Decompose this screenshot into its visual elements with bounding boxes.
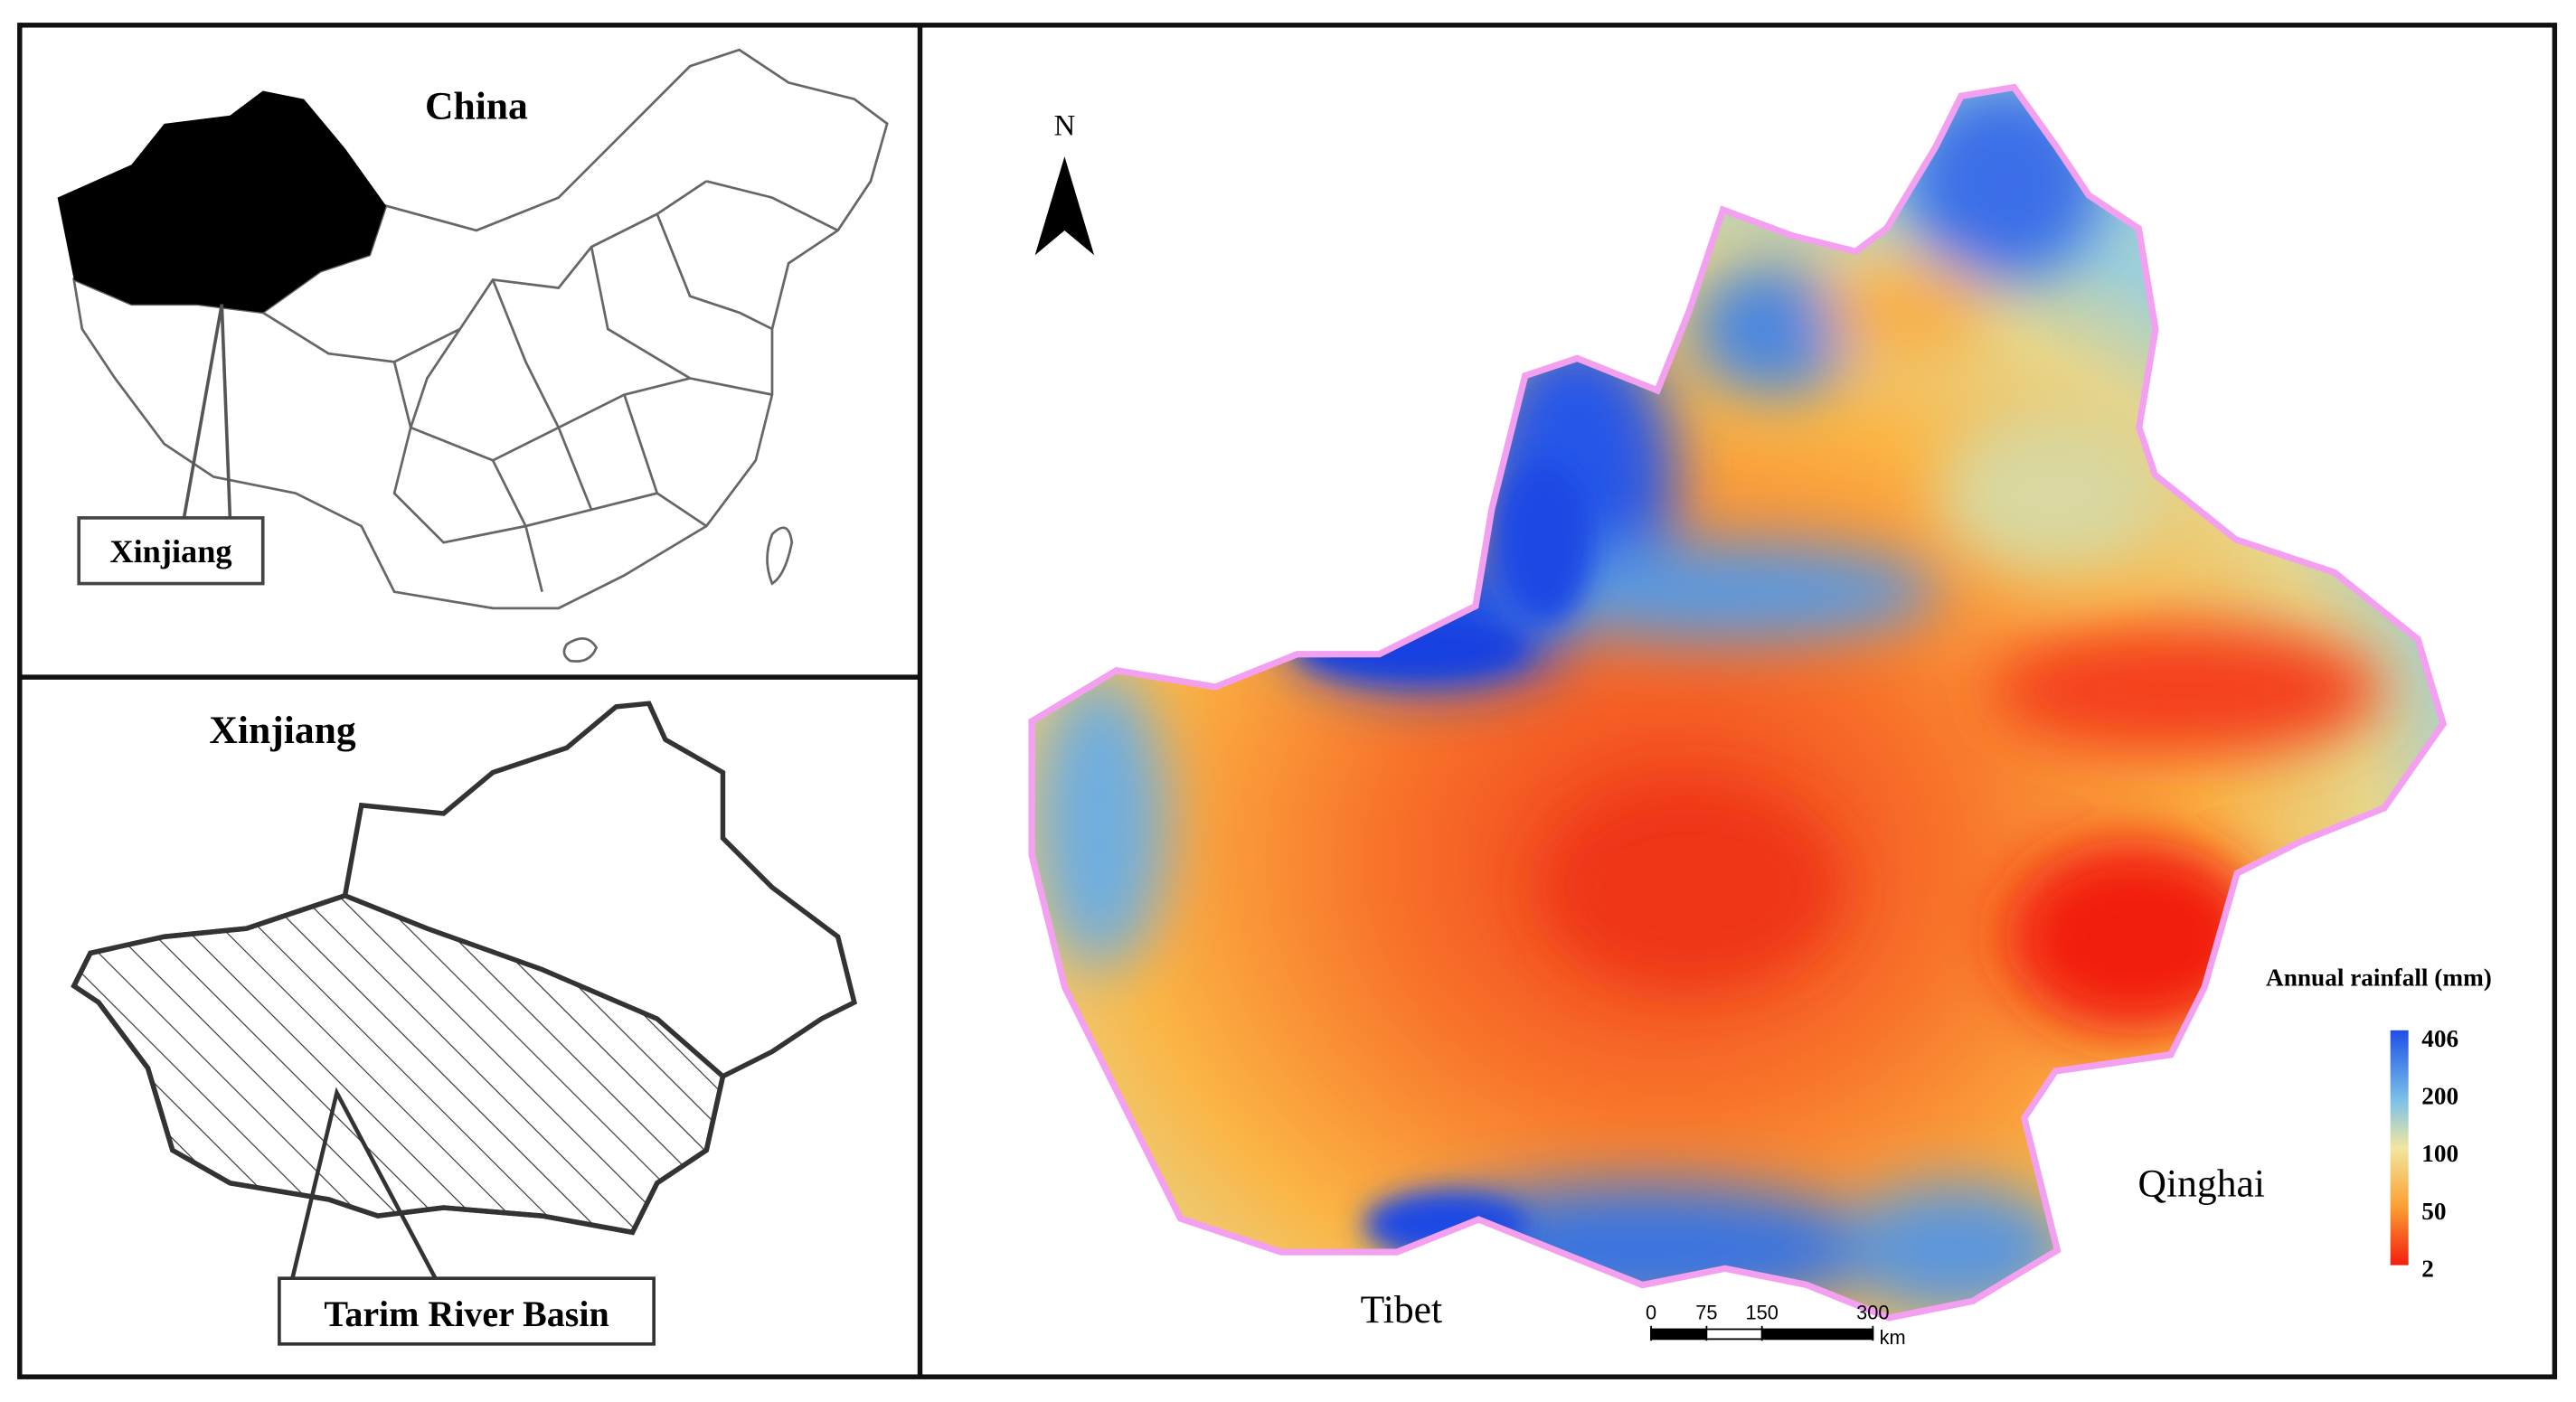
label-box [278,1276,656,1346]
callout [182,304,232,519]
label-box [77,516,265,586]
colorbar-tick-label: 200 [2421,1083,2458,1110]
tarim-basin [71,892,726,1236]
scale-tick-label: 75 [1695,1302,1717,1324]
scale-segment [1760,1328,1874,1341]
legend-title: Annual rainfall (mm) [2266,964,2492,992]
scale-segment [1705,1328,1763,1341]
colorbar-tick-label: 406 [2421,1025,2458,1052]
colorbar-tick-label: 50 [2421,1198,2446,1225]
callout [290,1087,438,1280]
label: Xinjiang [109,533,231,569]
colorbar-tick-label: 100 [2421,1140,2458,1167]
place-label: Tibet [1361,1288,1442,1331]
china-map [72,48,889,663]
scale-tick-label: 150 [1746,1302,1779,1324]
colorbar-tick-label: 2 [2421,1255,2434,1282]
north-arrow [1034,156,1095,256]
scale-tick-label: 300 [1856,1302,1889,1324]
scale-segment [1650,1328,1708,1341]
north-label: N [1054,110,1076,143]
label: Tarim River Basin [324,1294,609,1334]
place-label: Qinghai [2138,1162,2265,1205]
panel-title: China [425,84,528,127]
scale-unit: km [1880,1326,1906,1349]
panel-title: Xinjiang [209,709,356,752]
colorbar [2390,1030,2409,1266]
scale-tick-label: 0 [1646,1302,1656,1324]
xinjiang-region [57,90,386,313]
